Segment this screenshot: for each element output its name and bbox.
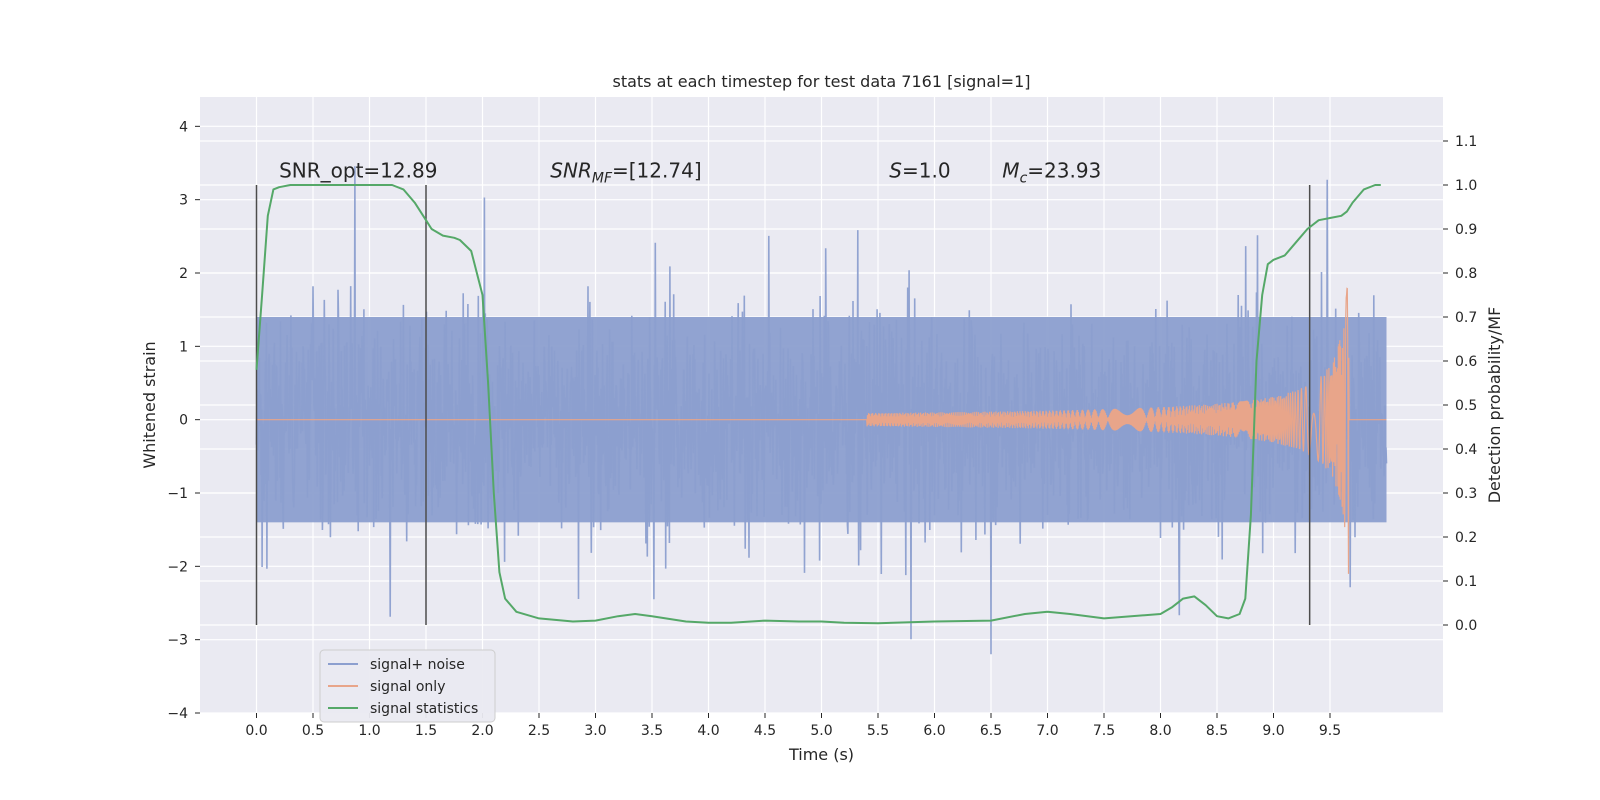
x-tick-label: 0.5 (302, 723, 324, 739)
x-axis-ticks: 0.0 0.5 1.0 1.5 2.0 2.5 3.0 3.5 4.0 4.5 5.0 5.5 6.0 6… (245, 713, 1341, 739)
y2-tick-label: 0.6 (1455, 354, 1477, 370)
y2-tick-label: 1.1 (1455, 134, 1477, 150)
statistics-line (255, 184, 1381, 625)
x-tick-label: 3.0 (584, 723, 606, 739)
y-axis-ticks: −4 −3 −2 −1 0 1 2 3 4 (167, 119, 200, 722)
x-tick-label: 3.5 (641, 723, 663, 739)
signal-trace (256, 287, 1387, 574)
y2-tick-label: 0.7 (1455, 310, 1477, 326)
y2-axis-ticks: 0.0 0.1 0.2 0.3 0.4 0.5 0.6 0.7 0.8 0.9 1.0 1.1 (1443, 134, 1477, 634)
vertical-markers (255, 185, 1311, 625)
y-tick-label: 3 (179, 193, 188, 209)
y2-tick-label: 0.4 (1455, 442, 1477, 458)
legend-label-signal-noise: signal+ noise (370, 657, 465, 673)
legend-box (319, 649, 496, 723)
x-tick-label: 8.5 (1206, 723, 1228, 739)
x-tick-label: 9.5 (1319, 723, 1341, 739)
x-tick-label: 7.5 (1093, 723, 1115, 739)
y2-tick-label: 0.5 (1455, 398, 1477, 414)
x-tick-label: 0.0 (245, 723, 267, 739)
y-axis-label: Whitened strain (140, 341, 159, 468)
noise-trace (255, 166, 1388, 655)
x-tick-label: 4.5 (754, 723, 776, 739)
y-tick-label: 0 (179, 413, 188, 429)
annotation-snr-opt: SNR_opt=12.89 (279, 159, 437, 183)
series-signal-only (256, 287, 1387, 574)
y2-axis-label: Detection probability/MF (1485, 307, 1504, 504)
annotation-mc-val: Mc=23.93 (1002, 159, 1101, 187)
legend: signal+ noise signal only signal statist… (319, 649, 496, 723)
y-tick-label: −2 (167, 559, 188, 575)
x-axis-label: Time (s) (788, 745, 854, 764)
x-tick-label: 8.0 (1149, 723, 1171, 739)
legend-label-signal-only: signal only (370, 679, 445, 695)
x-tick-label: 1.5 (415, 723, 437, 739)
y-tick-label: −3 (167, 633, 188, 649)
y2-tick-label: 0.9 (1455, 222, 1477, 238)
annotations: SNR_opt=12.89 SNRMF=[12.74] S=1.0 Mc=23.93 (279, 159, 1101, 187)
y-tick-label: 4 (179, 119, 188, 135)
y2-tick-label: 0.8 (1455, 266, 1477, 282)
x-tick-label: 4.0 (697, 723, 719, 739)
x-tick-label: 2.0 (471, 723, 493, 739)
annotation-snr-mf-main: SNRMF=[12.74] (550, 159, 701, 187)
chart-title: stats at each timestep for test data 716… (612, 72, 1030, 91)
x-tick-label: 9.0 (1262, 723, 1284, 739)
x-tick-label: 5.5 (867, 723, 889, 739)
y2-tick-label: 1.0 (1455, 178, 1477, 194)
x-tick-label: 2.5 (528, 723, 550, 739)
annotation-s-val: S=1.0 (889, 159, 950, 183)
x-tick-label: 6.5 (980, 723, 1002, 739)
y2-tick-label: 0.1 (1455, 574, 1477, 590)
y2-tick-label: 0.0 (1455, 618, 1477, 634)
legend-label-signal-statistics: signal statistics (370, 701, 478, 717)
y2-tick-label: 0.2 (1455, 530, 1477, 546)
y-tick-label: 1 (179, 339, 188, 355)
y-tick-label: −4 (167, 706, 188, 722)
series-signal-statistics (255, 184, 1381, 625)
x-tick-label: 1.0 (358, 723, 380, 739)
y2-tick-label: 0.3 (1455, 486, 1477, 502)
x-tick-label: 6.0 (923, 723, 945, 739)
y-tick-label: 2 (179, 266, 188, 282)
x-tick-label: 7.0 (1036, 723, 1058, 739)
x-tick-label: 5.0 (810, 723, 832, 739)
y-tick-label: −1 (167, 486, 188, 502)
